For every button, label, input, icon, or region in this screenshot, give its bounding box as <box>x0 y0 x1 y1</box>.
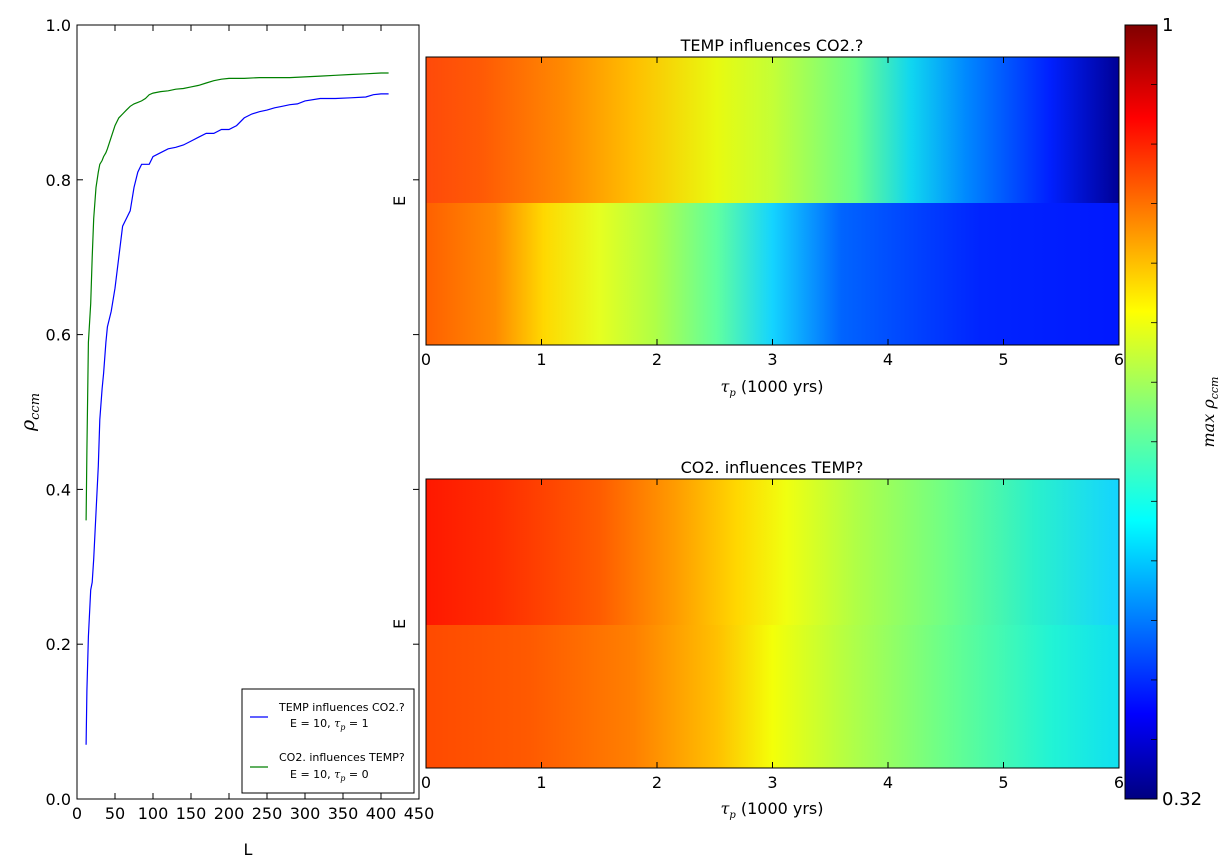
heatmap-top-field-top <box>426 57 1119 203</box>
heatmap-x-tick-label: 0 <box>421 773 431 792</box>
heatmap-x-tick-label: 4 <box>883 773 893 792</box>
heatmap-bottom-title: CO2. influences TEMP? <box>681 458 864 477</box>
legend-label-co2-temp: CO2. influences TEMP? <box>279 751 405 764</box>
line-chart-series <box>85 72 389 745</box>
heatmap-x-tick-label: 4 <box>883 350 893 369</box>
legend-params-co2-temp: E = 10, τp = 0 <box>290 768 369 783</box>
line-y-tick-label: 0.6 <box>46 326 71 345</box>
line-chart-x-ticks: 0 50 100 150 200 250 300 350 400 450 <box>72 25 434 823</box>
heatmap-top-x-axis-label: τp (1000 yrs) <box>720 377 823 399</box>
line-chart-y-axis-label: ρccm <box>17 393 43 432</box>
line-chart-legend: TEMP influences CO2.? E = 10, τp = 1 CO2… <box>241 688 415 794</box>
heatmap-top-field-bottom <box>426 203 1119 345</box>
heatmap-x-tick-label: 1 <box>536 350 546 369</box>
line-y-tick-label: 0.0 <box>46 790 71 809</box>
colorbar-gradient <box>1124 24 1158 800</box>
heatmap-x-tick-label: 6 <box>1114 350 1124 369</box>
colorbar-label: max ρccm <box>1199 377 1221 448</box>
heatmap-x-tick-label: 5 <box>998 350 1008 369</box>
heatmap-top: TEMP influences CO2.? 0 1 2 3 4 5 6 τp (1000 y… <box>390 36 1124 399</box>
line-x-tick-label: 200 <box>214 804 245 823</box>
heatmap-bottom-field-bottom <box>426 625 1119 768</box>
line-chart-x-axis-label: L <box>244 840 253 859</box>
series-line-co2-influences-temp <box>85 72 389 521</box>
colorbar: 1 0.32 max ρccm <box>1124 15 1221 810</box>
line-x-tick-label: 400 <box>366 804 397 823</box>
heatmap-bottom-x-ticks: 0 1 2 3 4 5 6 <box>421 479 1124 792</box>
line-x-tick-label: 350 <box>328 804 359 823</box>
heatmap-x-tick-label: 1 <box>536 773 546 792</box>
line-x-tick-label: 0 <box>72 804 82 823</box>
heatmap-bottom: CO2. influences TEMP? 0 1 2 3 4 5 6 τp (1000 y… <box>390 458 1124 821</box>
line-x-tick-label: 250 <box>252 804 283 823</box>
line-x-tick-label: 450 <box>404 804 435 823</box>
legend-box <box>241 688 415 794</box>
heatmap-x-tick-label: 3 <box>767 773 777 792</box>
line-x-tick-label: 100 <box>138 804 169 823</box>
line-x-tick-label: 150 <box>176 804 207 823</box>
line-x-tick-label: 50 <box>105 804 125 823</box>
legend-label-temp-co2: TEMP influences CO2.? <box>278 701 405 714</box>
line-y-tick-label: 1.0 <box>46 16 71 35</box>
line-y-tick-label: 0.2 <box>46 635 71 654</box>
line-chart: 0 50 100 150 200 250 300 350 400 450 0.0 0.2 0.4 0.6… <box>17 16 434 859</box>
heatmap-bottom-x-axis-label: τp (1000 yrs) <box>720 799 823 821</box>
line-x-tick-label: 300 <box>290 804 321 823</box>
heatmap-top-title: TEMP influences CO2.? <box>680 36 864 55</box>
colorbar-max-label: 1 <box>1162 15 1173 36</box>
heatmap-top-x-ticks: 0 1 2 3 4 5 6 <box>421 57 1124 369</box>
heatmap-bottom-y-axis-label: E <box>390 619 409 629</box>
heatmap-top-y-axis-label: E <box>390 196 409 206</box>
legend-params-temp-co2: E = 10, τp = 1 <box>290 717 369 732</box>
heatmap-x-tick-label: 0 <box>421 350 431 369</box>
heatmap-x-tick-label: 5 <box>998 773 1008 792</box>
line-chart-y-ticks: 0.0 0.2 0.4 0.6 0.8 1.0 <box>46 16 419 809</box>
colorbar-ticks <box>1151 84 1157 740</box>
colorbar-min-label: 0.32 <box>1162 789 1202 810</box>
line-chart-plot-area <box>76 24 420 800</box>
heatmap-x-tick-label: 2 <box>652 773 662 792</box>
line-y-tick-label: 0.4 <box>46 480 71 499</box>
heatmap-x-tick-label: 2 <box>652 350 662 369</box>
line-y-tick-label: 0.8 <box>46 171 71 190</box>
heatmap-x-tick-label: 3 <box>767 350 777 369</box>
series-line-temp-influences-co2 <box>85 93 389 745</box>
heatmap-bottom-field-top <box>426 479 1119 625</box>
heatmap-x-tick-label: 6 <box>1114 773 1124 792</box>
